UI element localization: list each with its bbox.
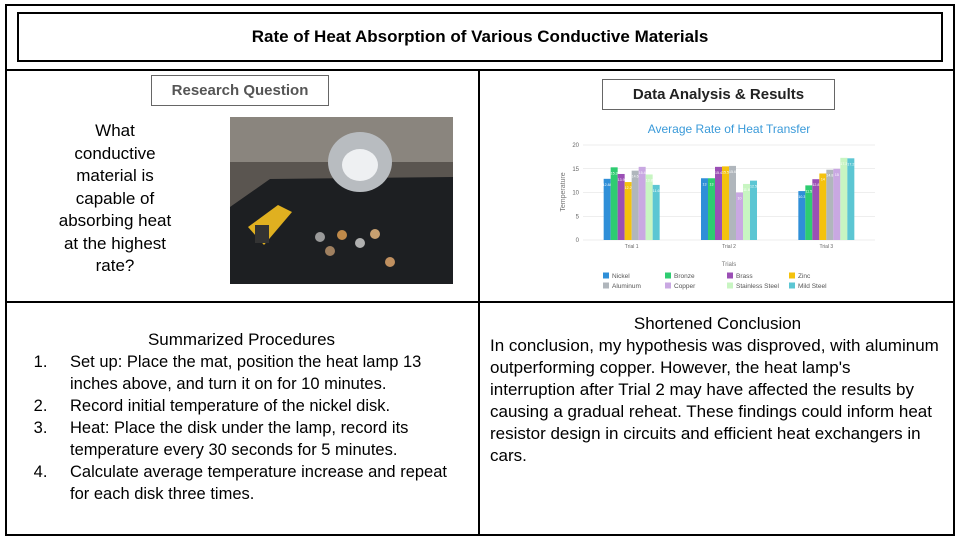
bar — [617, 173, 625, 240]
bar — [798, 191, 806, 240]
y-tick-label: 10 — [572, 191, 579, 197]
step: Heat: Place the disk under the lamp, rec… — [52, 417, 470, 461]
photo — [230, 117, 453, 284]
legend-label: Copper — [674, 283, 696, 290]
x-tick-label: Trial 3 — [819, 244, 833, 250]
y-tick-label: 5 — [576, 214, 580, 220]
step-list: Set up: Place the mat, position the heat… — [0, 351, 470, 505]
bar — [743, 183, 750, 240]
page-title: Rate of Heat Absorption of Various Condu… — [17, 12, 943, 62]
legend-label: Aluminum — [612, 283, 641, 290]
bar — [722, 166, 729, 240]
bar — [847, 158, 855, 240]
legend-swatch — [727, 272, 733, 279]
conclusion-heading: Shortened Conclusion — [633, 314, 802, 333]
bar — [638, 166, 646, 240]
data-label: 13.9 — [618, 178, 625, 182]
x-tick-label: Trial 1 — [625, 244, 639, 250]
data-label: 12.88 — [603, 183, 612, 187]
data-label: 10.3 — [798, 195, 805, 199]
bar — [833, 168, 841, 240]
bar — [610, 167, 618, 240]
data-label: 11.8 — [743, 188, 750, 192]
bar — [826, 169, 834, 240]
bar — [715, 166, 722, 240]
data-label: 14.8 — [826, 174, 833, 178]
legend-swatch — [727, 282, 733, 289]
bar — [750, 180, 757, 240]
legend-label: Nickel — [612, 273, 630, 280]
legend-swatch — [789, 272, 795, 279]
bar — [701, 178, 708, 240]
x-axis-label: Trials — [722, 262, 736, 268]
divider — [5, 69, 955, 71]
legend-label: Bronze — [674, 273, 695, 280]
results-heading: Data Analysis & Results — [602, 79, 835, 110]
legend-label: Brass — [736, 273, 753, 280]
y-tick-label: 20 — [572, 143, 579, 149]
bar — [631, 170, 639, 240]
step: Set up: Place the mat, position the heat… — [52, 351, 470, 395]
data-label: 11.5 — [805, 189, 812, 193]
legend-label: Stainless Steel — [736, 283, 780, 290]
data-label: 10 — [738, 197, 742, 201]
data-label: 13 — [710, 182, 714, 186]
bar — [708, 178, 715, 240]
outer-border — [5, 4, 955, 536]
data-label: 15.6 — [729, 170, 736, 174]
data-label: 14.6 — [632, 175, 639, 179]
data-label: 15.3 — [611, 171, 618, 175]
legend-swatch — [665, 282, 671, 289]
data-label: 13 — [703, 182, 707, 186]
chart-title: Average Rate of Heat Transfer — [648, 122, 811, 136]
step: Record initial temperature of the nickel… — [52, 395, 470, 417]
procedures: Set up: Place the mat, position the heat… — [0, 351, 470, 505]
bar — [812, 179, 820, 240]
data-label: 14 — [821, 178, 825, 182]
bar — [736, 192, 743, 240]
data-label: 12.5 — [750, 185, 757, 189]
y-axis-label: Temperature — [560, 172, 567, 211]
legend-swatch — [789, 282, 795, 289]
data-label: 15.4 — [715, 171, 722, 175]
data-label: 15.5 — [722, 170, 729, 174]
bar — [729, 165, 736, 240]
bar — [645, 174, 653, 240]
x-tick-label: Trial 2 — [722, 244, 736, 250]
divider — [478, 69, 480, 536]
data-label: 11.6 — [653, 189, 660, 193]
bar — [624, 182, 632, 240]
data-label: 17.2 — [847, 162, 854, 166]
data-label: 17.3 — [840, 162, 847, 166]
bar — [603, 178, 611, 240]
conclusion-text: In conclusion, my hypothesis was disprov… — [490, 336, 939, 465]
bar — [819, 173, 827, 240]
research-heading: Research Question — [151, 75, 329, 106]
data-label: 13.8 — [646, 178, 653, 182]
bar — [652, 184, 660, 240]
divider — [5, 301, 955, 303]
bar — [805, 185, 813, 240]
legend-label: Zinc — [798, 273, 811, 280]
data-label: 12.8 — [812, 183, 819, 187]
data-label: 15.4 — [639, 171, 646, 175]
procedures-heading: Summarized Procedures — [147, 330, 336, 349]
bar — [840, 157, 848, 240]
legend-swatch — [665, 272, 671, 279]
y-tick-label: 0 — [576, 238, 580, 244]
step: Calculate average temperature increase a… — [52, 461, 470, 505]
legend-swatch — [603, 282, 609, 289]
research-question: What conductive material is capable of a… — [58, 121, 172, 275]
data-label: 15 — [835, 173, 839, 177]
y-tick-label: 15 — [572, 167, 579, 173]
legend-label: Mild Steel — [798, 283, 827, 290]
legend-swatch — [603, 272, 609, 279]
data-label: 12.2 — [625, 186, 632, 190]
chart: Average Rate of Heat Transfer Temperature… — [560, 122, 875, 290]
